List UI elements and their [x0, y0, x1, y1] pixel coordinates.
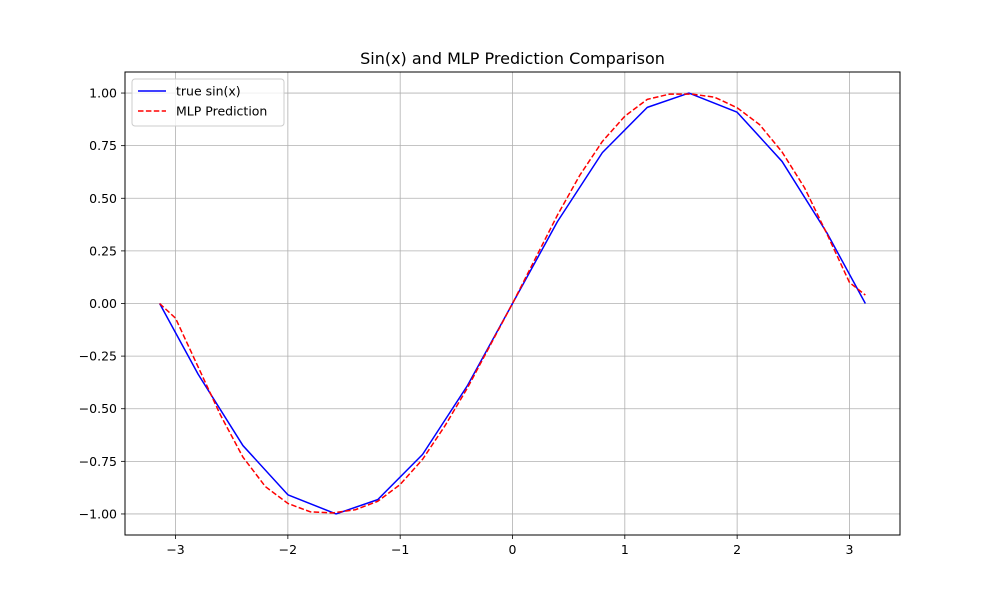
x-tick-label: 2: [733, 542, 741, 557]
x-tick-label: 1: [621, 542, 629, 557]
legend: true sin(x) MLP Prediction: [131, 78, 285, 127]
x-axis: −3 −2 −1 0 1 2 3: [166, 535, 853, 557]
series-layer: [158, 92, 867, 515]
series-line-mlp-prediction: [159, 93, 866, 514]
x-tick-label: −2: [279, 542, 297, 557]
y-tick-label: 0.75: [89, 138, 117, 153]
legend-label-true-sin: true sin(x): [176, 84, 241, 99]
legend-label-mlp-prediction: MLP Prediction: [176, 104, 267, 119]
y-tick-label: −0.25: [79, 349, 117, 364]
y-tick-label: −0.75: [79, 454, 117, 469]
x-tick-label: 0: [509, 542, 517, 557]
y-tick-label: 1.00: [89, 86, 117, 101]
x-tick-label: −3: [166, 542, 184, 557]
y-tick-label: 0.25: [89, 243, 117, 258]
x-tick-label: −1: [391, 542, 409, 557]
legend-box: [131, 78, 285, 127]
y-tick-label: −1.00: [79, 506, 117, 521]
series-line-true-sin: [158, 92, 867, 515]
chart-title: Sin(x) and MLP Prediction Comparison: [360, 49, 665, 68]
x-tick-label: 3: [845, 542, 853, 557]
y-tick-label: 0.50: [89, 191, 117, 206]
y-tick-label: −0.50: [79, 401, 117, 416]
y-tick-label: 0.00: [89, 296, 117, 311]
grid: [125, 72, 900, 535]
y-axis: −1.00 −0.75 −0.50 −0.25 0.00 0.25 0.50 0.75 1.00: [79, 86, 125, 521]
